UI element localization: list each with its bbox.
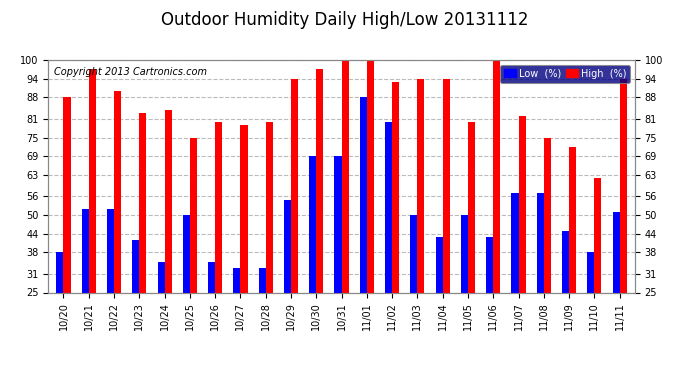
Bar xyxy=(114,91,121,292)
Bar xyxy=(518,116,526,292)
Bar xyxy=(309,156,316,292)
Bar xyxy=(562,231,569,292)
Bar xyxy=(266,122,273,292)
Bar xyxy=(594,178,602,292)
Bar xyxy=(385,122,392,292)
Text: Outdoor Humidity Daily High/Low 20131112: Outdoor Humidity Daily High/Low 20131112 xyxy=(161,11,529,29)
Bar xyxy=(569,147,576,292)
Bar xyxy=(486,237,493,292)
Bar xyxy=(190,138,197,292)
Bar xyxy=(367,60,374,292)
Bar xyxy=(342,60,348,292)
Bar xyxy=(613,212,620,292)
Bar xyxy=(63,97,70,292)
Legend: Low  (%), High  (%): Low (%), High (%) xyxy=(500,65,630,82)
Bar xyxy=(544,138,551,292)
Bar xyxy=(89,69,96,292)
Bar xyxy=(511,193,518,292)
Bar xyxy=(107,209,114,292)
Bar xyxy=(537,193,544,292)
Bar xyxy=(215,122,222,292)
Bar xyxy=(359,97,367,292)
Bar xyxy=(132,240,139,292)
Bar xyxy=(411,215,417,292)
Bar xyxy=(183,215,190,292)
Bar xyxy=(316,69,324,292)
Bar xyxy=(165,110,172,292)
Bar xyxy=(57,252,63,292)
Bar xyxy=(493,60,500,292)
Bar xyxy=(443,79,450,292)
Bar xyxy=(240,125,248,292)
Bar xyxy=(291,79,298,292)
Bar xyxy=(259,268,266,292)
Bar xyxy=(435,237,443,292)
Text: Copyright 2013 Cartronics.com: Copyright 2013 Cartronics.com xyxy=(55,67,207,77)
Bar xyxy=(284,200,291,292)
Bar xyxy=(208,261,215,292)
Bar xyxy=(335,156,342,292)
Bar xyxy=(417,79,424,292)
Bar xyxy=(620,79,627,292)
Bar xyxy=(461,215,468,292)
Bar xyxy=(587,252,594,292)
Bar xyxy=(139,113,146,292)
Bar xyxy=(468,122,475,292)
Bar xyxy=(81,209,89,292)
Bar xyxy=(392,82,400,292)
Bar xyxy=(233,268,240,292)
Bar xyxy=(157,261,165,292)
